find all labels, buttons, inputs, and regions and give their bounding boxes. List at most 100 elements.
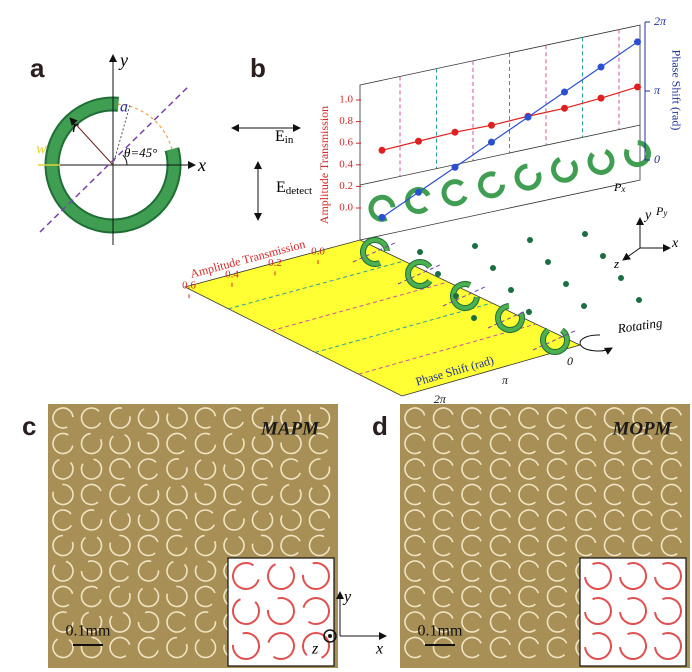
split-ring xyxy=(489,636,511,659)
split-ring xyxy=(461,560,482,582)
split-ring xyxy=(194,534,217,557)
axis-label: y xyxy=(342,589,352,606)
split-ring xyxy=(660,432,682,455)
split-ring xyxy=(404,458,426,480)
split-ring xyxy=(404,432,426,455)
split-ring xyxy=(461,483,482,506)
panel-label: d xyxy=(372,411,388,441)
split-ring xyxy=(137,560,160,582)
split-ring xyxy=(405,187,431,214)
split-ring xyxy=(518,534,540,557)
split-ring xyxy=(308,407,331,429)
split-ring xyxy=(603,458,625,480)
split-ring xyxy=(52,534,74,557)
split-ring xyxy=(137,509,160,531)
split-ring xyxy=(280,534,301,557)
split-ring xyxy=(166,509,188,531)
split-ring xyxy=(267,597,295,625)
dot xyxy=(472,243,478,249)
label: Py xyxy=(655,204,667,218)
split-ring xyxy=(489,509,511,531)
split-ring xyxy=(80,611,103,633)
split-ring xyxy=(461,509,482,531)
split-ring xyxy=(404,585,426,608)
split-ring xyxy=(137,587,160,608)
split-ring xyxy=(251,483,274,506)
split-ring xyxy=(632,432,653,455)
split-ring xyxy=(194,611,217,633)
split-ring xyxy=(489,611,511,633)
dot xyxy=(563,281,569,287)
angle-arc xyxy=(122,154,128,166)
split-ring xyxy=(52,407,74,429)
plane xyxy=(359,24,641,241)
split-ring xyxy=(137,611,160,633)
split-ring xyxy=(518,560,540,582)
split-ring xyxy=(308,432,329,455)
split-ring xyxy=(280,408,302,429)
split-ring xyxy=(109,636,131,659)
guide xyxy=(228,260,405,310)
split-ring xyxy=(280,432,302,455)
split-ring xyxy=(619,562,647,590)
split-ring xyxy=(518,432,540,455)
split-ring xyxy=(251,458,274,480)
split-ring xyxy=(603,509,625,531)
split-ring xyxy=(654,632,682,660)
split-ring xyxy=(489,560,511,582)
split-ring xyxy=(166,611,187,633)
split-ring xyxy=(461,534,482,557)
split-ring xyxy=(223,407,244,429)
split-ring xyxy=(166,636,188,659)
split-ring xyxy=(194,432,217,455)
split-ring xyxy=(80,509,103,531)
split-ring xyxy=(52,483,74,506)
split-ring xyxy=(232,598,260,625)
split-ring xyxy=(489,458,511,480)
split-ring xyxy=(52,585,74,608)
split-ring xyxy=(603,432,625,455)
gap-arc xyxy=(118,103,173,150)
split-ring xyxy=(308,458,331,480)
axis-label: y xyxy=(118,50,128,70)
split-ring xyxy=(546,534,568,557)
split-ring xyxy=(194,585,216,608)
plane xyxy=(183,239,582,397)
split-ring xyxy=(660,407,682,429)
dot xyxy=(471,315,477,321)
split-ring xyxy=(280,509,302,531)
axis-label: z xyxy=(311,641,319,658)
split-ring xyxy=(546,432,568,455)
split-ring xyxy=(432,458,454,480)
symmetry-line xyxy=(352,241,398,263)
split-ring xyxy=(52,638,74,659)
dot xyxy=(508,287,514,293)
tick-label: 0.8 xyxy=(339,115,353,127)
tick-label: 0.2 xyxy=(339,180,353,192)
split-ring xyxy=(223,509,245,531)
dot xyxy=(618,275,624,281)
split-ring xyxy=(632,483,653,506)
split-ring xyxy=(632,534,653,557)
split-ring xyxy=(660,534,682,557)
amplitude-point xyxy=(378,146,386,154)
split-ring xyxy=(166,458,188,480)
dot xyxy=(545,259,551,265)
split-ring xyxy=(584,562,612,590)
dot xyxy=(636,297,642,303)
dot xyxy=(417,249,423,255)
split-ring xyxy=(404,509,426,531)
tick-label: 0.6 xyxy=(339,137,353,149)
tick-label: 2π xyxy=(434,392,447,406)
split-ring xyxy=(603,534,625,557)
dot xyxy=(600,253,606,259)
split-ring xyxy=(109,458,131,480)
split-ring xyxy=(632,509,653,531)
split-ring xyxy=(109,534,131,557)
split-ring xyxy=(546,483,568,506)
split-ring xyxy=(432,611,454,633)
split-ring xyxy=(461,585,482,608)
split-ring xyxy=(654,597,682,625)
split-ring xyxy=(109,611,131,633)
